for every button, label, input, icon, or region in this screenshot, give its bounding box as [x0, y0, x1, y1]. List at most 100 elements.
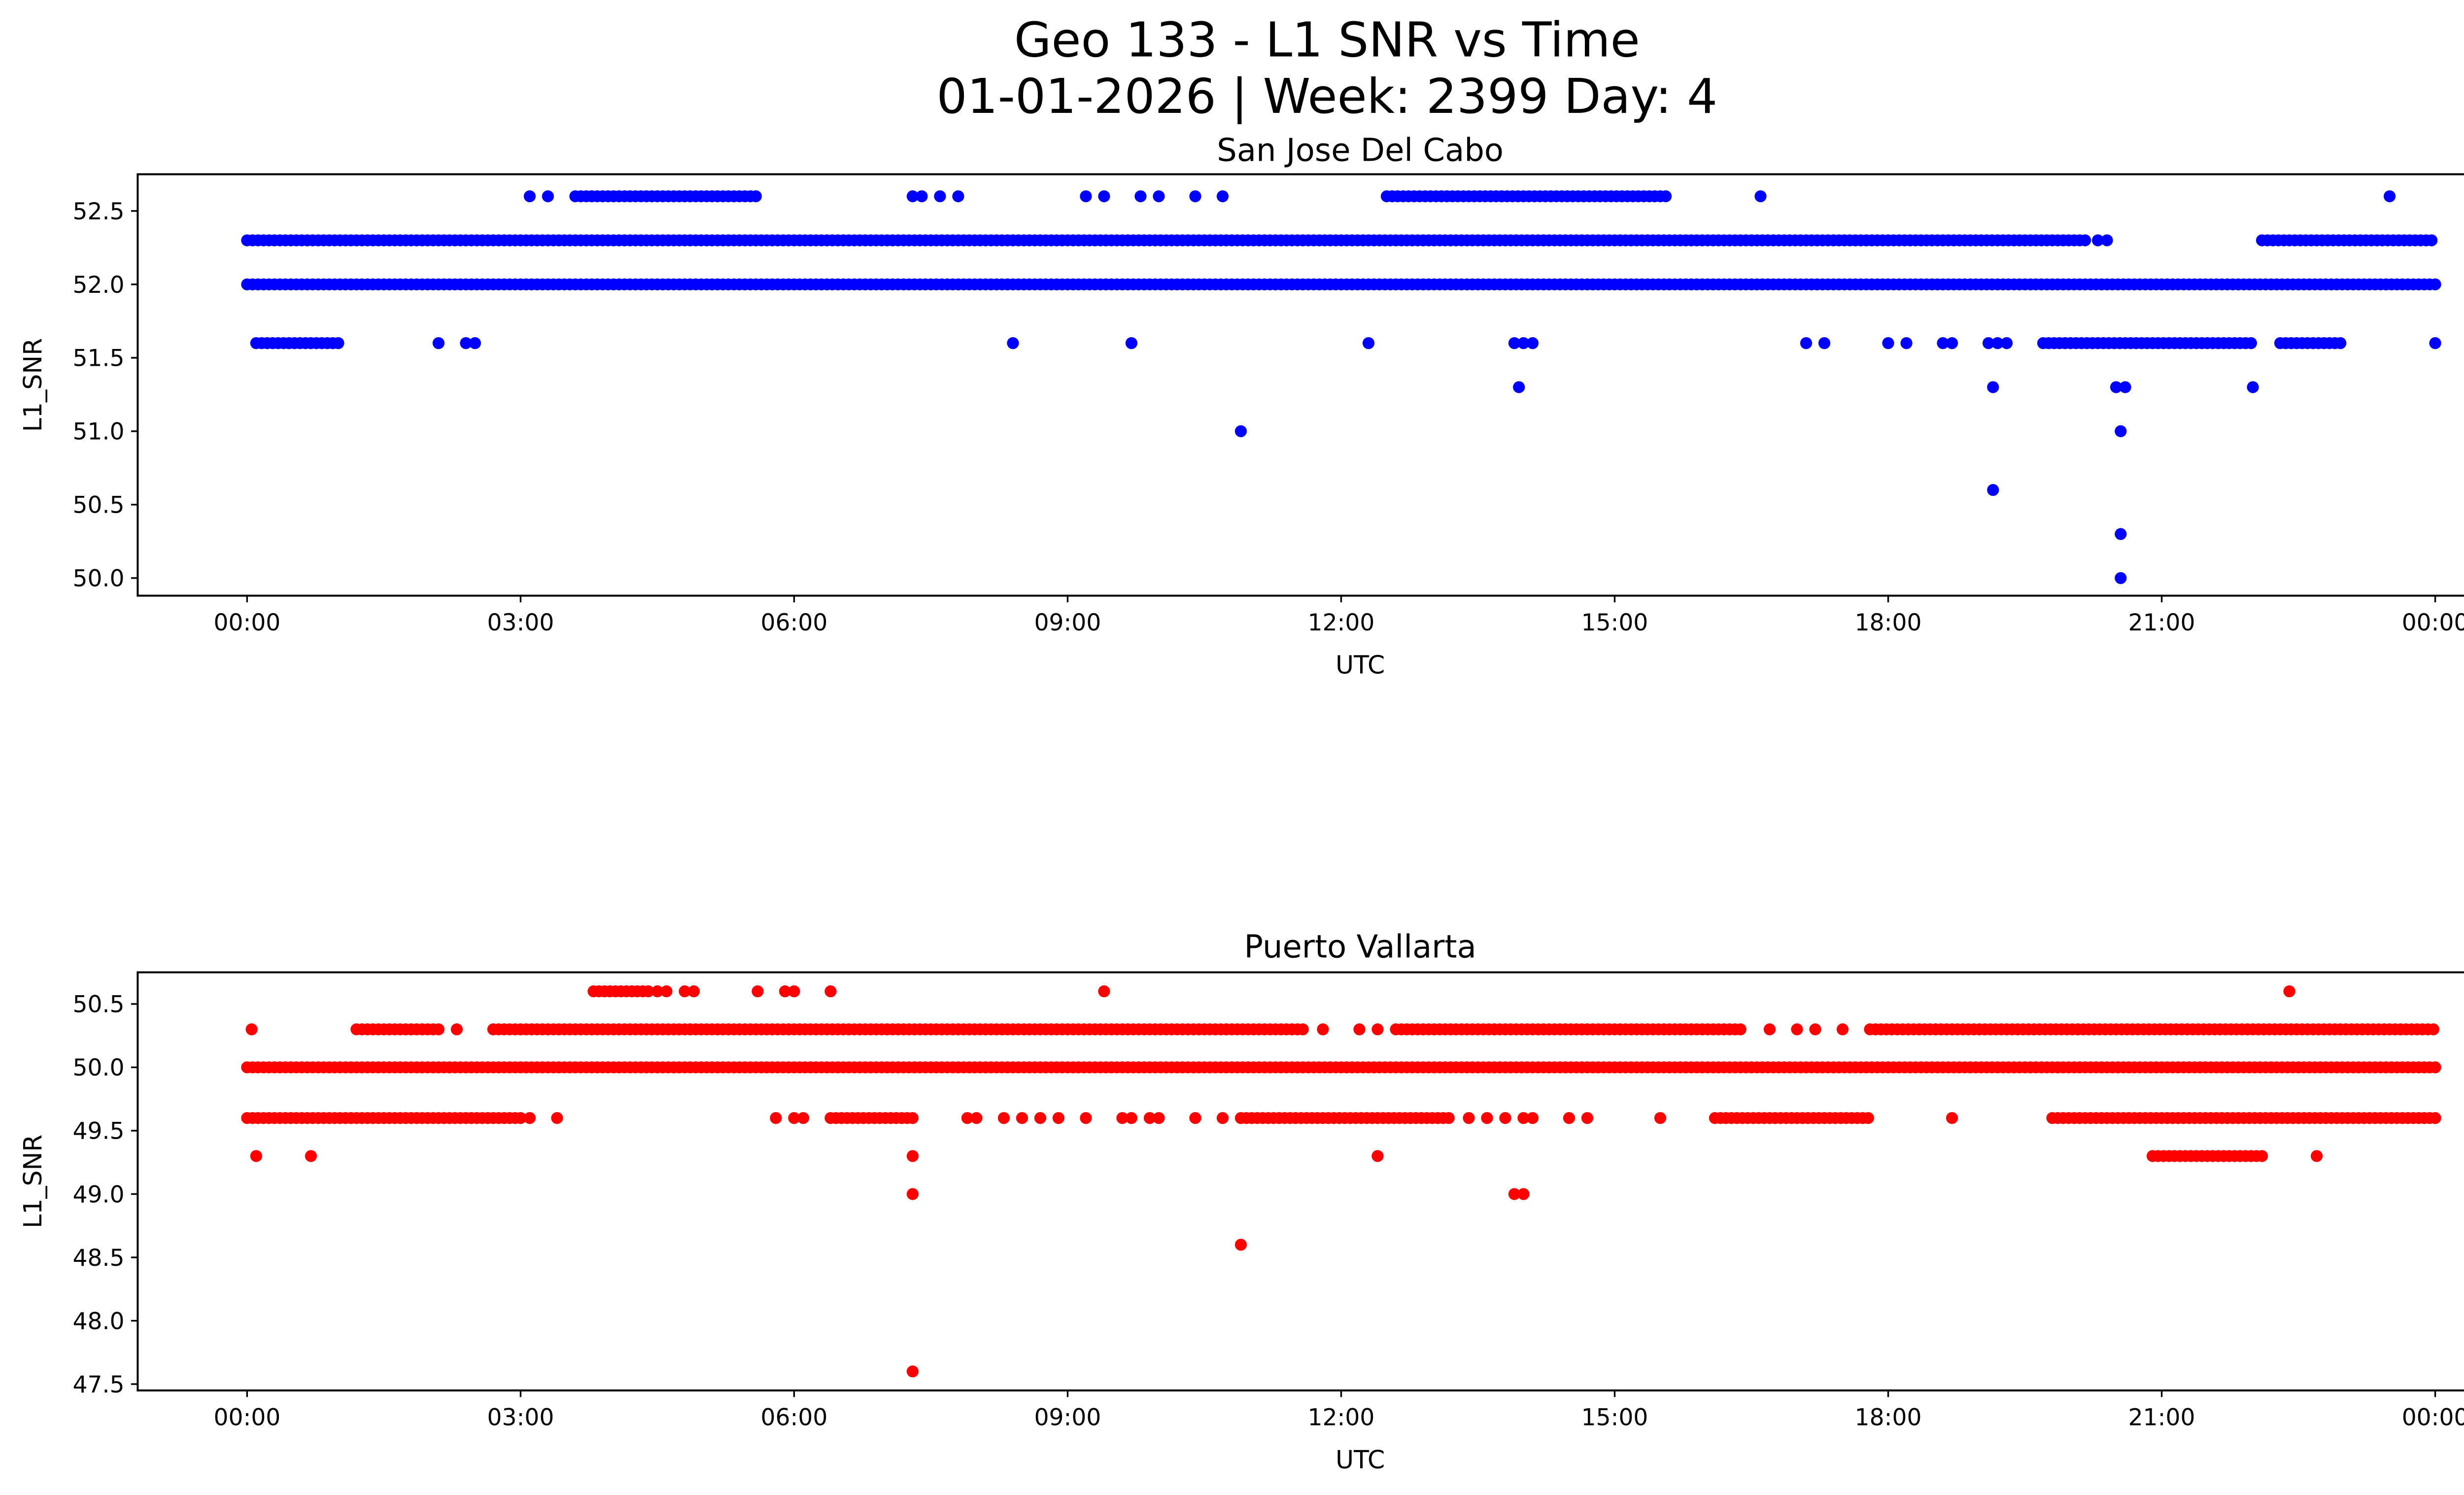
x-tick-label: 21:00 — [2128, 1404, 2195, 1431]
data-point — [2245, 337, 2258, 349]
data-point — [1481, 1112, 1493, 1124]
axes-frame — [137, 173, 2464, 597]
data-point — [1153, 190, 1165, 203]
data-point — [770, 1112, 782, 1124]
data-point — [1987, 484, 1999, 496]
y-tick-label: 48.5 — [73, 1245, 125, 1272]
data-point — [2101, 234, 2113, 246]
panel-puerto-vallarta: Puerto Vallarta UTC L1_SNR 47.548.048.54… — [18, 929, 2464, 1474]
data-point — [1991, 337, 2004, 349]
data-point — [1517, 337, 1530, 349]
x-tick-label: 21:00 — [2128, 609, 2195, 636]
data-point — [2427, 1023, 2440, 1036]
data-point — [250, 1150, 263, 1162]
data-point — [2429, 337, 2441, 349]
data-point — [952, 190, 964, 203]
y-tick-label: 50.5 — [73, 492, 125, 519]
data-point — [2079, 234, 2091, 246]
data-point — [642, 985, 654, 998]
data-point — [1882, 337, 1894, 349]
y-tick-label: 50.5 — [73, 991, 125, 1018]
panel-san-jose-del-cabo: San Jose Del Cabo UTC L1_SNR 50.0 50.5 51.… — [18, 133, 2464, 680]
scatter-marks — [241, 985, 2441, 1378]
data-point — [1800, 337, 1813, 349]
y-tick-label: 50.0 — [73, 1054, 125, 1081]
data-point — [1216, 1112, 1229, 1124]
data-point — [2383, 190, 2396, 203]
data-point — [1371, 1023, 1384, 1036]
data-point — [1034, 1112, 1047, 1124]
data-point — [2110, 381, 2122, 393]
data-point — [1563, 1112, 1575, 1124]
data-point — [1818, 337, 1831, 349]
data-point — [797, 1112, 810, 1124]
x-tick-label: 00:00 — [214, 609, 281, 636]
data-point — [679, 985, 691, 998]
data-point — [906, 190, 919, 203]
axis-ticks: 47.5 48.0 48.5 49.0 49.5 50.0 50.5 00:00 03:00 06… — [73, 991, 2464, 1431]
scatter-marks — [241, 190, 2441, 584]
data-point — [961, 1112, 974, 1124]
data-point — [1125, 1112, 1138, 1124]
data-point — [332, 337, 344, 349]
data-point — [2283, 985, 2295, 998]
data-point — [1016, 1112, 1028, 1124]
x-tick-label: 18:00 — [1855, 1404, 1922, 1431]
data-point — [1463, 1112, 1475, 1124]
y-tick-label: 51.0 — [73, 418, 125, 446]
data-point — [432, 1023, 445, 1036]
data-point — [1982, 337, 1995, 349]
data-point — [460, 337, 472, 349]
x-tick-label: 12:00 — [1308, 1404, 1375, 1431]
x-tick-label: 03:00 — [487, 609, 554, 636]
data-point — [1153, 1112, 1165, 1124]
y-axis-label: L1_SNR — [18, 338, 47, 432]
data-point — [1353, 1023, 1366, 1036]
x-axis-label: UTC — [1335, 651, 1385, 680]
data-point — [687, 985, 700, 998]
data-point — [2426, 234, 2438, 246]
data-point — [916, 190, 928, 203]
data-point — [1098, 190, 1110, 203]
data-point — [1007, 337, 1019, 349]
data-point — [469, 337, 481, 349]
data-point — [1499, 1112, 1511, 1124]
data-point — [752, 985, 764, 998]
data-point — [432, 337, 445, 349]
data-point — [1654, 1112, 1667, 1124]
data-point — [1508, 1188, 1521, 1200]
data-point — [1946, 337, 1958, 349]
data-point — [1317, 1023, 1329, 1036]
data-point — [542, 190, 554, 203]
data-point — [2119, 381, 2131, 393]
data-point — [1297, 1023, 1309, 1036]
x-tick-label: 12:00 — [1308, 609, 1375, 636]
y-tick-label: 49.5 — [73, 1118, 125, 1145]
data-point — [2091, 234, 2104, 246]
data-point — [1098, 985, 1110, 998]
data-point — [788, 1112, 800, 1124]
data-point — [2115, 528, 2127, 540]
data-point — [514, 1112, 527, 1124]
data-point — [779, 985, 791, 998]
x-tick-label: 03:00 — [487, 1404, 554, 1431]
x-tick-label: 09:00 — [1034, 1404, 1101, 1431]
data-point — [1809, 1023, 1821, 1036]
data-point — [906, 1365, 919, 1378]
x-tick-label: 06:00 — [761, 1404, 828, 1431]
figure-title: Geo 133 - L1 SNR vs Time — [1014, 12, 1640, 69]
data-point — [1362, 337, 1375, 349]
data-point — [660, 985, 673, 998]
data-point — [1946, 1112, 1958, 1124]
y-tick-label: 50.0 — [73, 565, 125, 592]
figure-subtitle: 01-01-2026 | Week: 2399 Day: 4 — [937, 69, 1718, 125]
y-tick-label: 48.0 — [73, 1308, 125, 1335]
y-tick-label: 52.0 — [73, 272, 125, 299]
data-point — [1189, 190, 1201, 203]
data-point — [1134, 190, 1147, 203]
data-point — [1116, 1112, 1129, 1124]
data-point — [1371, 1150, 1384, 1162]
data-point — [1734, 1023, 1746, 1036]
